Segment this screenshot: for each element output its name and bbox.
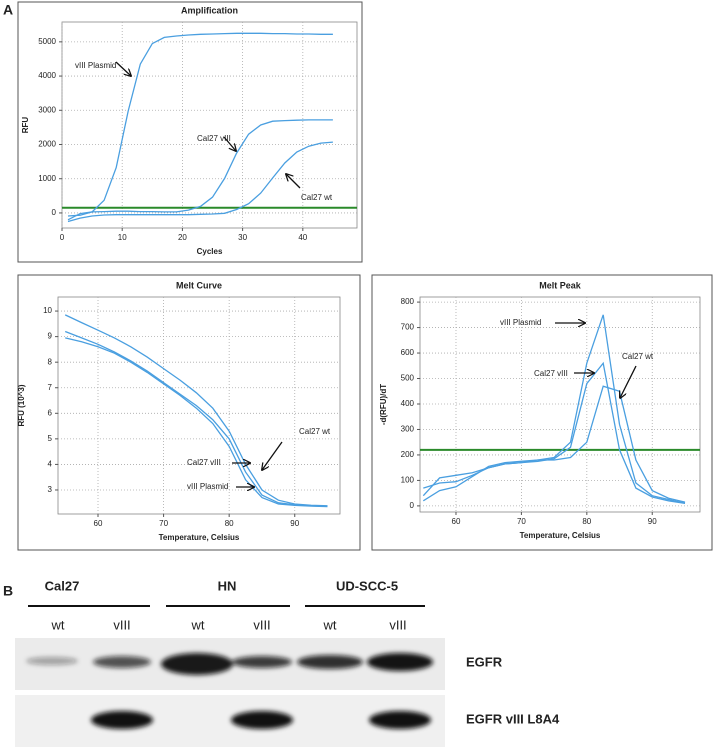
chart-title: Melt Curve bbox=[176, 280, 222, 290]
x-tick-label: 80 bbox=[582, 517, 591, 526]
y-tick-label: 3 bbox=[48, 485, 53, 494]
y-tick-label: 4 bbox=[48, 460, 53, 469]
band bbox=[26, 657, 78, 665]
annotation-arrow bbox=[286, 174, 301, 189]
plot-area bbox=[57, 296, 341, 515]
annotation-arrow bbox=[115, 61, 131, 76]
annotation-arrow bbox=[223, 136, 236, 151]
y-tick-label: 6 bbox=[48, 408, 53, 417]
band bbox=[91, 711, 153, 729]
x-axis-label: Temperature, Celsius bbox=[520, 531, 601, 540]
western-blot: Cal27 HN UD-SCC-5 wt vIII wt vIII wt vII… bbox=[15, 578, 560, 747]
y-tick-label: 5 bbox=[48, 434, 53, 443]
x-tick-label: 80 bbox=[225, 519, 234, 528]
x-axis-label: Cycles bbox=[197, 247, 223, 256]
y-axis-label: RFU (10^3) bbox=[17, 384, 26, 426]
x-tick-label: 40 bbox=[298, 233, 307, 242]
x-tick-label: 70 bbox=[517, 517, 526, 526]
band bbox=[93, 656, 151, 668]
y-tick-label: 8 bbox=[48, 357, 53, 366]
annotation-arrow bbox=[262, 441, 283, 470]
annotation: Cal27 wt bbox=[299, 427, 331, 436]
antibody-label: EGFR bbox=[466, 654, 503, 669]
series-line bbox=[423, 361, 686, 504]
y-axis-label: RFU bbox=[21, 117, 30, 134]
band bbox=[297, 655, 363, 669]
chart-title: Amplification bbox=[181, 5, 238, 15]
annotation: Cal27 vIII bbox=[187, 458, 221, 467]
y-tick-label: 9 bbox=[48, 332, 53, 341]
band bbox=[161, 653, 233, 675]
annotation-arrow bbox=[620, 365, 637, 398]
lane-label: wt bbox=[51, 617, 65, 632]
x-tick-label: 20 bbox=[178, 233, 187, 242]
y-tick-label: 500 bbox=[401, 374, 415, 383]
annotation: Cal27 vIII bbox=[197, 134, 231, 143]
x-tick-label: 90 bbox=[290, 519, 299, 528]
annotation: vIII Plasmid bbox=[187, 482, 228, 491]
series-line bbox=[64, 330, 328, 507]
plot-area bbox=[419, 296, 701, 513]
lane-label: wt bbox=[323, 617, 337, 632]
x-tick-label: 60 bbox=[94, 519, 103, 528]
band bbox=[367, 653, 433, 671]
series-line bbox=[67, 141, 333, 223]
annotation: vIII Plasmid bbox=[500, 318, 541, 327]
x-axis-label: Temperature, Celsius bbox=[159, 533, 240, 542]
lane-label: vIII bbox=[253, 617, 270, 632]
series-line bbox=[422, 314, 686, 504]
cell-line: UD-SCC-5 bbox=[336, 578, 398, 593]
chart-frame bbox=[17, 1, 363, 263]
y-tick-label: 5000 bbox=[38, 37, 56, 46]
band bbox=[232, 656, 292, 668]
x-tick-label: 70 bbox=[159, 519, 168, 528]
y-tick-label: 0 bbox=[52, 208, 57, 217]
y-tick-label: 400 bbox=[401, 399, 415, 408]
series-line bbox=[422, 385, 686, 503]
y-tick-label: 1000 bbox=[38, 174, 56, 183]
antibody-label: EGFR vIII L8A4 bbox=[466, 711, 560, 726]
annotation: Cal27 vIII bbox=[534, 369, 568, 378]
x-tick-label: 90 bbox=[648, 517, 657, 526]
x-tick-label: 0 bbox=[60, 233, 65, 242]
cell-line: Cal27 bbox=[45, 578, 80, 593]
panel-label: B bbox=[3, 583, 13, 599]
y-tick-label: 7 bbox=[48, 383, 53, 392]
band bbox=[231, 711, 293, 729]
y-tick-label: 600 bbox=[401, 348, 415, 357]
y-tick-label: 800 bbox=[401, 297, 415, 306]
series-line bbox=[67, 119, 333, 221]
y-tick-label: 700 bbox=[401, 323, 415, 332]
y-tick-label: 0 bbox=[410, 501, 415, 510]
y-tick-label: 4000 bbox=[38, 71, 56, 80]
y-axis-label: -d(RFU)/dT bbox=[379, 384, 388, 425]
series-line bbox=[65, 337, 328, 508]
x-tick-label: 10 bbox=[118, 233, 127, 242]
lane-label: vIII bbox=[113, 617, 130, 632]
chart: Melt Peak Temperature, Celsius -d(RFU)/dT 6… bbox=[371, 274, 713, 551]
y-tick-label: 100 bbox=[401, 476, 415, 485]
series-line bbox=[64, 314, 328, 507]
x-tick-label: 30 bbox=[238, 233, 247, 242]
annotation: Cal27 wt bbox=[301, 193, 333, 202]
x-tick-label: 60 bbox=[452, 517, 461, 526]
lane-label: vIII bbox=[389, 617, 406, 632]
chart-title: Melt Peak bbox=[539, 280, 582, 290]
series-line bbox=[67, 32, 333, 217]
lane-label: wt bbox=[191, 617, 205, 632]
band bbox=[369, 711, 431, 729]
cell-line: HN bbox=[218, 578, 237, 593]
chart-frame bbox=[371, 274, 713, 551]
y-tick-label: 10 bbox=[43, 306, 52, 315]
y-tick-label: 300 bbox=[401, 425, 415, 434]
chart: Melt Curve Temperature, Celsius RFU (10^3)… bbox=[17, 274, 361, 551]
y-tick-label: 2000 bbox=[38, 140, 56, 149]
panel-label: A bbox=[3, 2, 13, 18]
chart: Amplification Cycles RFU 0 10 20 30 40 0 1000 2000… bbox=[17, 1, 363, 263]
y-tick-label: 200 bbox=[401, 450, 415, 459]
annotation: vIII Plasmid bbox=[75, 61, 116, 70]
annotation: Cal27 wt bbox=[622, 352, 654, 361]
y-tick-label: 3000 bbox=[38, 105, 56, 114]
